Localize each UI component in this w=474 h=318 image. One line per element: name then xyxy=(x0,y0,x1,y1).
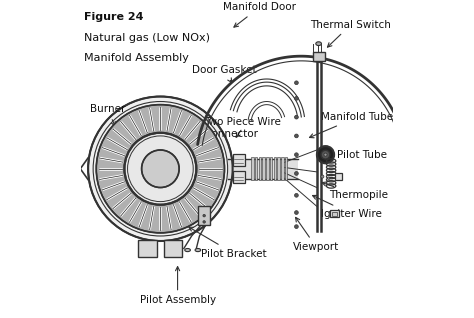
Ellipse shape xyxy=(195,248,201,252)
Ellipse shape xyxy=(294,97,298,100)
Text: Manifold Assembly: Manifold Assembly xyxy=(84,53,189,63)
Ellipse shape xyxy=(328,177,330,179)
Ellipse shape xyxy=(203,221,205,223)
FancyBboxPatch shape xyxy=(281,157,283,180)
Ellipse shape xyxy=(294,81,298,85)
FancyBboxPatch shape xyxy=(138,240,157,257)
Text: Manifold Tube: Manifold Tube xyxy=(310,112,393,138)
FancyBboxPatch shape xyxy=(270,157,273,180)
Ellipse shape xyxy=(294,115,298,119)
Text: Thermal Switch: Thermal Switch xyxy=(310,20,392,47)
Ellipse shape xyxy=(142,150,179,188)
Text: Manifold Door: Manifold Door xyxy=(223,3,296,27)
Ellipse shape xyxy=(294,193,298,197)
Ellipse shape xyxy=(294,134,298,138)
Ellipse shape xyxy=(294,225,298,229)
Ellipse shape xyxy=(96,105,225,233)
Ellipse shape xyxy=(321,150,330,159)
Ellipse shape xyxy=(294,153,298,156)
FancyBboxPatch shape xyxy=(285,157,287,180)
Text: Thermopile: Thermopile xyxy=(322,182,388,200)
Text: Igniter Wire: Igniter Wire xyxy=(312,195,383,219)
Ellipse shape xyxy=(316,42,321,45)
Ellipse shape xyxy=(324,153,327,156)
FancyBboxPatch shape xyxy=(332,212,337,216)
Ellipse shape xyxy=(294,211,298,214)
FancyBboxPatch shape xyxy=(313,52,325,61)
Ellipse shape xyxy=(88,97,233,241)
FancyBboxPatch shape xyxy=(255,157,257,180)
Text: Two Piece Wire
Connector: Two Piece Wire Connector xyxy=(204,117,281,139)
FancyBboxPatch shape xyxy=(335,173,342,180)
Text: Natural gas (Low NOx): Natural gas (Low NOx) xyxy=(84,33,210,43)
Text: Pilot Tube: Pilot Tube xyxy=(328,150,387,160)
FancyBboxPatch shape xyxy=(262,157,265,180)
Text: Figure 24: Figure 24 xyxy=(84,12,144,22)
Ellipse shape xyxy=(294,172,298,175)
FancyBboxPatch shape xyxy=(277,157,280,180)
FancyBboxPatch shape xyxy=(164,240,182,257)
FancyBboxPatch shape xyxy=(251,157,254,180)
Ellipse shape xyxy=(203,214,205,217)
FancyBboxPatch shape xyxy=(198,206,210,225)
Ellipse shape xyxy=(124,133,196,205)
FancyBboxPatch shape xyxy=(330,210,339,217)
Text: Burner: Burner xyxy=(90,104,126,126)
FancyBboxPatch shape xyxy=(259,157,261,180)
FancyBboxPatch shape xyxy=(233,171,245,183)
FancyBboxPatch shape xyxy=(266,157,269,180)
FancyBboxPatch shape xyxy=(233,154,245,166)
Text: Viewport: Viewport xyxy=(293,218,339,252)
Text: Pilot Bracket: Pilot Bracket xyxy=(189,227,267,259)
Text: Pilot Assembly: Pilot Assembly xyxy=(139,266,216,305)
Ellipse shape xyxy=(317,146,334,163)
Text: Door Gasket: Door Gasket xyxy=(191,65,256,82)
FancyBboxPatch shape xyxy=(273,157,276,180)
Ellipse shape xyxy=(185,248,191,252)
Ellipse shape xyxy=(321,175,324,178)
FancyBboxPatch shape xyxy=(228,159,298,179)
